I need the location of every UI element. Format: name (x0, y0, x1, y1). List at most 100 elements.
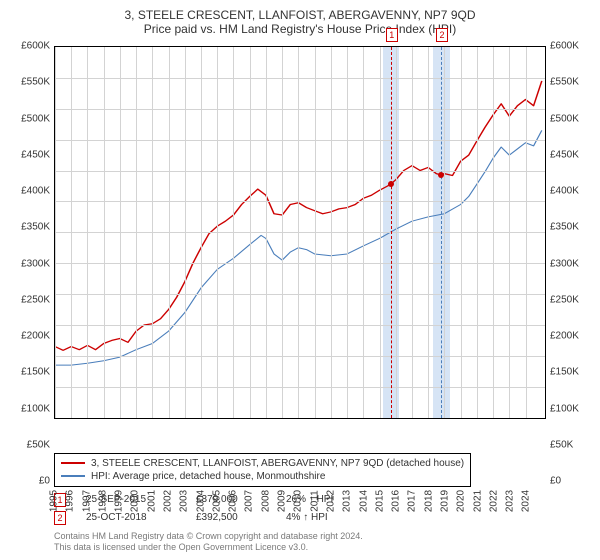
gridline-v (169, 47, 170, 418)
gridline-h (55, 294, 545, 295)
gridline-h (55, 263, 545, 264)
x-axis-label: 2010 (293, 490, 304, 512)
y-axis-label-left: £550K (10, 77, 50, 88)
sale-row-flag: 2 (54, 511, 66, 525)
sale-row-date: 25-OCT-2018 (86, 512, 176, 523)
gridline-v (444, 47, 445, 418)
gridline-v (412, 47, 413, 418)
y-axis-label-left: £200K (10, 331, 50, 342)
x-axis-label: 2011 (309, 490, 320, 512)
y-axis-label-left: £0 (10, 476, 50, 487)
y-axis-label-left: £600K (10, 41, 50, 52)
x-axis-label: 2020 (456, 490, 467, 512)
chart-title-line2: Price paid vs. HM Land Registry's House … (10, 22, 590, 36)
y-axis-label-left: £100K (10, 403, 50, 414)
attribution-line1: Contains HM Land Registry data © Crown c… (54, 531, 590, 543)
gridline-v (363, 47, 364, 418)
x-axis-label: 2009 (277, 490, 288, 512)
gridline-h (55, 201, 545, 202)
gridline-v (428, 47, 429, 418)
y-axis-label-left: £150K (10, 367, 50, 378)
sale-dash-line (441, 47, 442, 418)
legend-row: 3, STEELE CRESCENT, LLANFOIST, ABERGAVEN… (61, 457, 464, 470)
attribution-line2: This data is licensed under the Open Gov… (54, 542, 590, 554)
x-axis-label: 2013 (342, 490, 353, 512)
sale-marker-dot (438, 172, 444, 178)
gridline-h (55, 171, 545, 172)
x-axis-label: 2007 (244, 490, 255, 512)
gridline-v (201, 47, 202, 418)
gridline-v (233, 47, 234, 418)
plot-frame (54, 46, 546, 419)
gridline-h (55, 387, 545, 388)
sale-marker-dot (388, 181, 394, 187)
y-axis-label-right: £150K (550, 367, 590, 378)
gridline-v (250, 47, 251, 418)
y-axis-label-left: £50K (10, 439, 50, 450)
x-axis-label: 2003 (179, 490, 190, 512)
sale-flag: 1 (386, 28, 398, 42)
y-axis-label-right: £600K (550, 41, 590, 52)
y-axis-label-right: £0 (550, 476, 590, 487)
gridline-v (104, 47, 105, 418)
chart-area: £0£0£50K£50K£100K£100K£150K£150K£200K£20… (10, 42, 590, 447)
x-axis-label: 2012 (325, 490, 336, 512)
y-axis-label-right: £100K (550, 403, 590, 414)
gridline-v (509, 47, 510, 418)
gridline-v (217, 47, 218, 418)
legend-label: 3, STEELE CRESCENT, LLANFOIST, ABERGAVEN… (91, 458, 464, 469)
sale-flag: 2 (436, 28, 448, 42)
y-axis-label-left: £500K (10, 113, 50, 124)
gridline-v (315, 47, 316, 418)
x-axis-label: 2014 (358, 490, 369, 512)
gridline-v (120, 47, 121, 418)
gridline-v (347, 47, 348, 418)
x-axis-label: 2017 (407, 490, 418, 512)
x-axis-label: 1996 (65, 490, 76, 512)
y-axis-label-left: £400K (10, 186, 50, 197)
sale-dash-line (391, 47, 392, 418)
chart-title-line1: 3, STEELE CRESCENT, LLANFOIST, ABERGAVEN… (10, 8, 590, 22)
gridline-v (266, 47, 267, 418)
x-axis-label: 2002 (163, 490, 174, 512)
gridline-h (55, 356, 545, 357)
x-axis-label: 2019 (439, 490, 450, 512)
legend-swatch (61, 462, 85, 464)
x-axis-label: 2001 (146, 490, 157, 512)
sale-row-delta: 4% ↑ HPI (286, 512, 328, 523)
x-axis-label: 2021 (472, 490, 483, 512)
x-axis-label: 1998 (97, 490, 108, 512)
gridline-v (55, 47, 56, 418)
gridline-v (526, 47, 527, 418)
legend-label: HPI: Average price, detached house, Monm… (91, 471, 325, 482)
y-axis-label-right: £450K (550, 149, 590, 160)
y-axis-label-right: £50K (550, 439, 590, 450)
y-axis-label-left: £300K (10, 258, 50, 269)
gridline-v (71, 47, 72, 418)
x-axis-label: 2015 (374, 490, 385, 512)
gridline-v (87, 47, 88, 418)
y-axis-label-right: £250K (550, 294, 590, 305)
x-axis-label: 2022 (488, 490, 499, 512)
x-axis-label: 1999 (114, 490, 125, 512)
y-axis-label-right: £350K (550, 222, 590, 233)
y-axis-label-right: £400K (550, 186, 590, 197)
attribution: Contains HM Land Registry data © Crown c… (54, 531, 590, 554)
x-axis-label: 2023 (505, 490, 516, 512)
y-axis-label-right: £500K (550, 113, 590, 124)
x-axis-label: 2005 (211, 490, 222, 512)
gridline-v (331, 47, 332, 418)
gridline-v (396, 47, 397, 418)
y-axis-label-right: £200K (550, 331, 590, 342)
legend-swatch (61, 475, 85, 477)
x-axis-label: 1995 (49, 490, 60, 512)
gridline-v (477, 47, 478, 418)
y-axis-label-left: £350K (10, 222, 50, 233)
gridline-h (55, 109, 545, 110)
x-axis-label: 2024 (521, 490, 532, 512)
gridline-v (136, 47, 137, 418)
x-axis-label: 2004 (195, 490, 206, 512)
gridline-v (282, 47, 283, 418)
gridline-v (493, 47, 494, 418)
gridline-v (461, 47, 462, 418)
